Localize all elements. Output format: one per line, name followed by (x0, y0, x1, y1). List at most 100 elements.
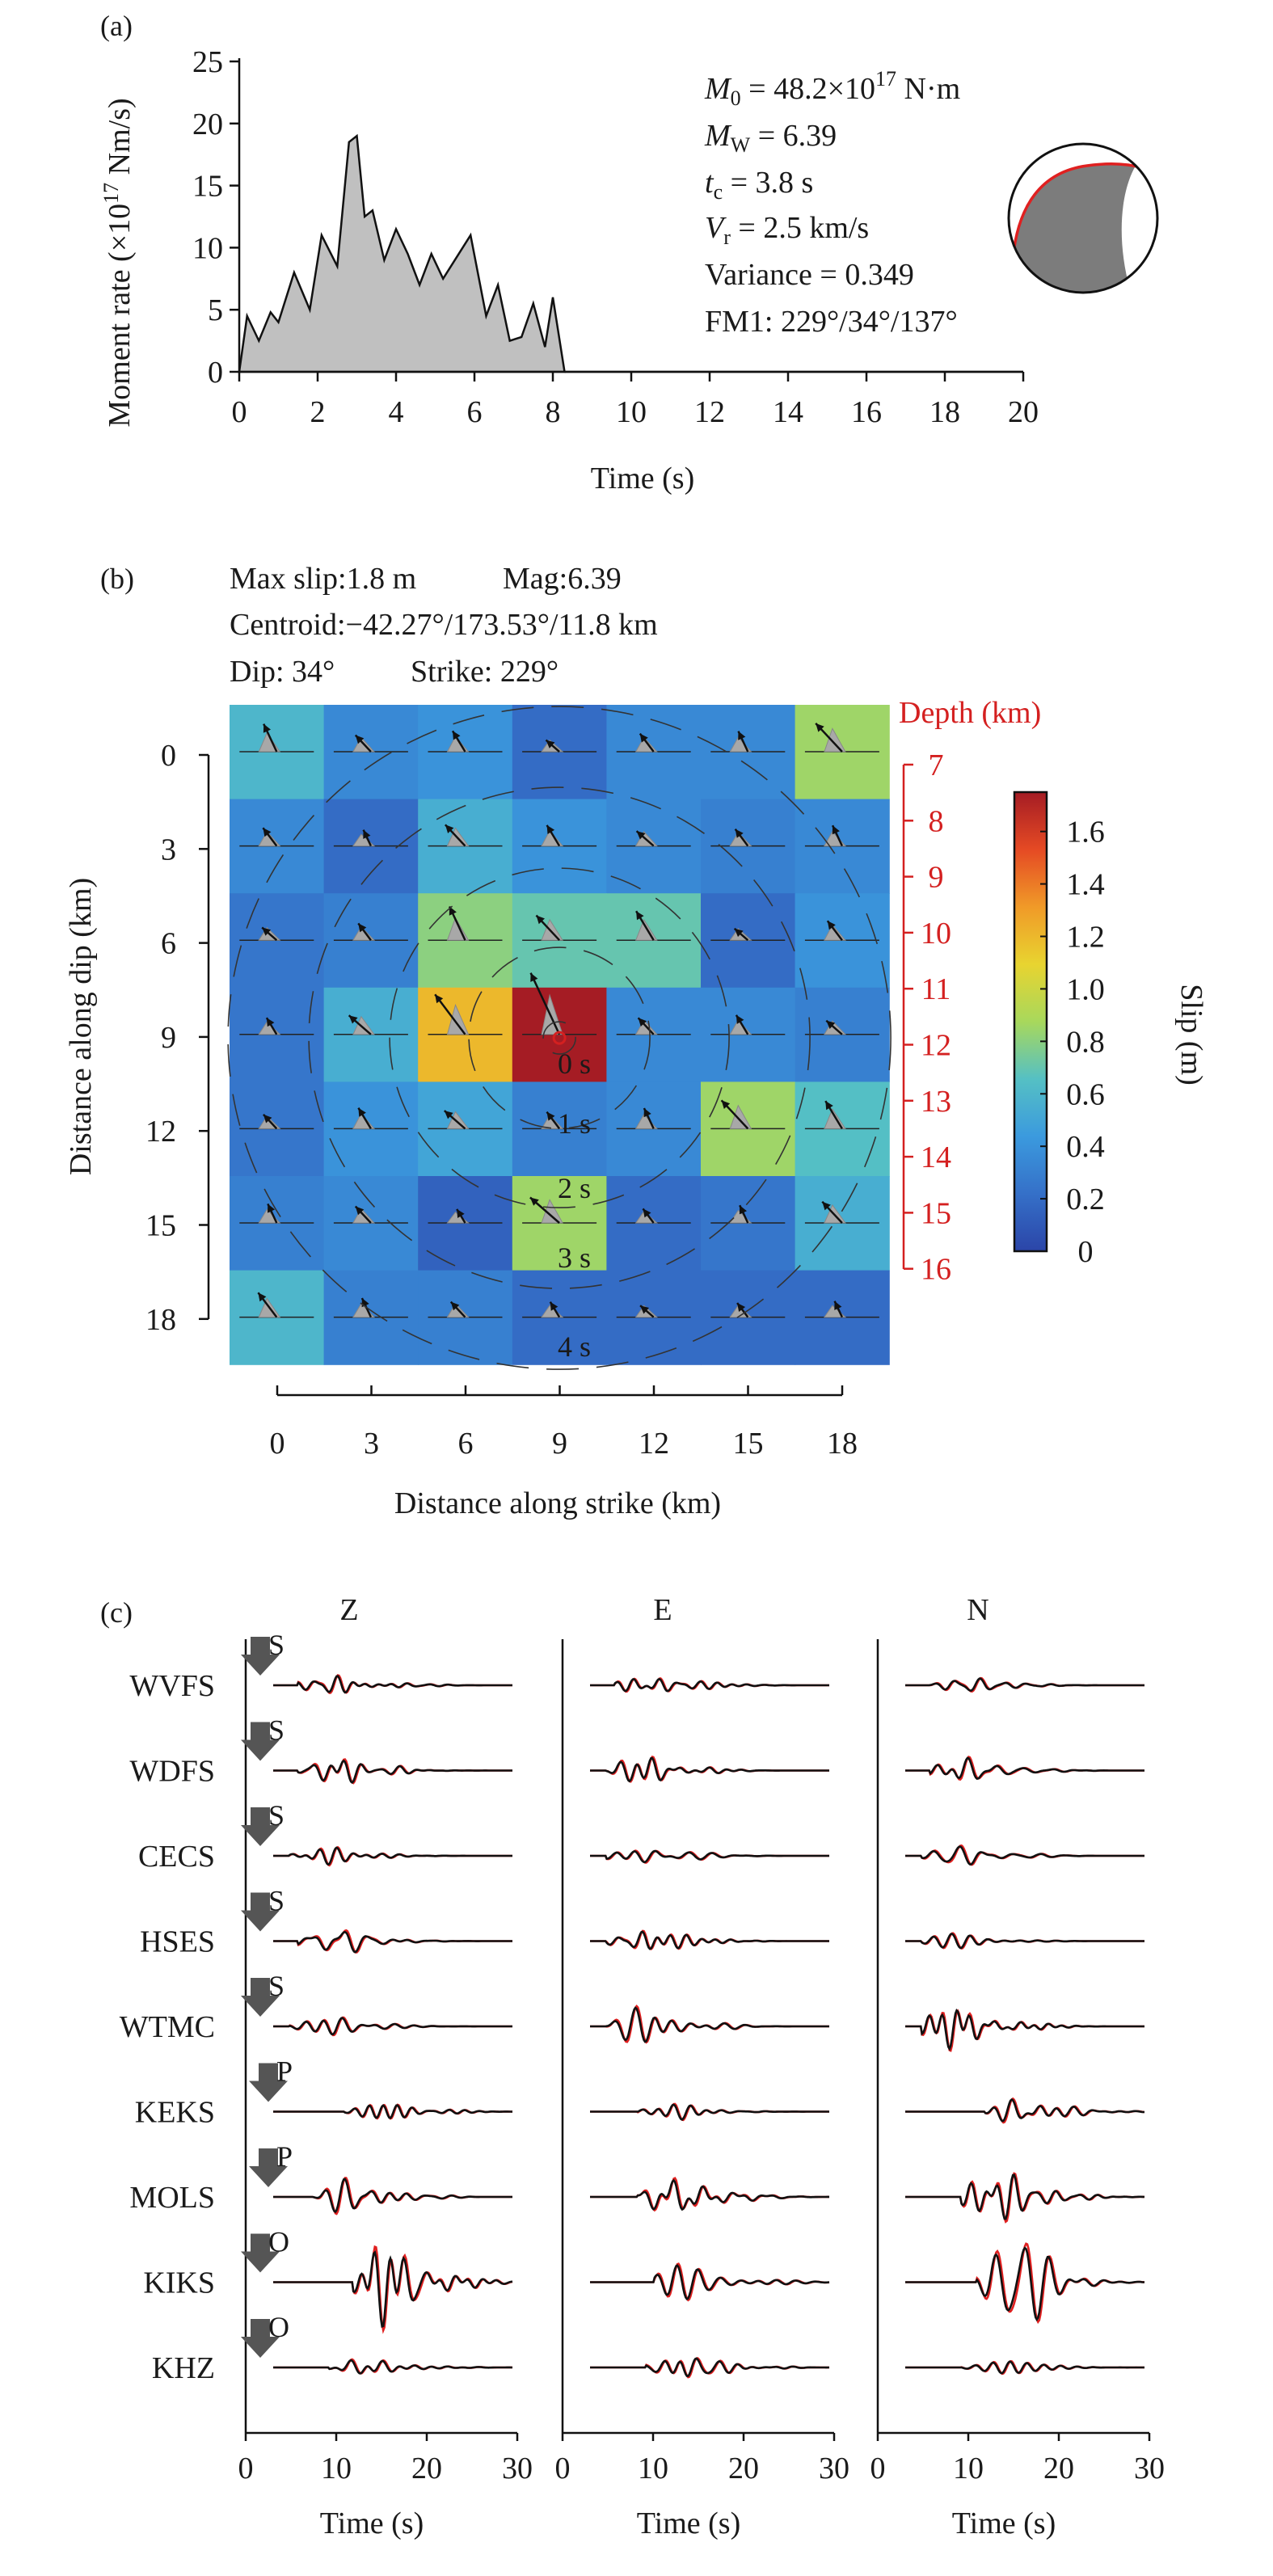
slip-vector-head (636, 911, 644, 921)
slip-vector (529, 972, 561, 1035)
slip-vector-head (529, 1197, 539, 1206)
rupture-front (389, 867, 730, 1208)
dip-text: Dip: 34° (230, 655, 335, 689)
x-tick-label: 16 (851, 395, 882, 429)
waveform-tick-label: 10 (638, 2452, 668, 2485)
depth-tick-label: 12 (921, 1029, 951, 1063)
observed-waveform (590, 1755, 829, 1783)
y-tick-label: 5 (208, 293, 223, 327)
param-variance: Variance = 0.349 (705, 258, 914, 292)
strike-tick-label: 18 (827, 1427, 858, 1461)
synthetic-waveform (905, 2098, 1144, 2123)
station-label: WTMC (120, 2010, 215, 2044)
synthetic-waveform (905, 1677, 1144, 1692)
rupture-front (468, 947, 651, 1129)
slip-vector-head (449, 906, 457, 916)
colorbar-label: Slip (m) (1174, 984, 1208, 1086)
slip-vector-head (457, 1208, 465, 1218)
arrival-arrow-icon (241, 1807, 280, 1846)
arrival-phase-label: O (268, 2226, 289, 2258)
synthetic-waveform (590, 2178, 829, 2211)
slip-vector-head (736, 1014, 744, 1024)
observed-waveform (273, 2245, 513, 2334)
slip-vector-head (734, 928, 744, 938)
synthetic-waveform (905, 1845, 1144, 1866)
hypocenter-marker (552, 1031, 567, 1045)
waveform-tick-label: 20 (1043, 2452, 1074, 2485)
slip-vector-head (263, 723, 272, 733)
strike-tick-label: 0 (270, 1427, 285, 1461)
arrival-phase-label: S (268, 1885, 285, 1917)
slip-vector-head (825, 1101, 833, 1111)
slip-vector-head (636, 831, 646, 840)
waveform-tick-label: 0 (870, 2452, 886, 2485)
dip-tick-label: 15 (145, 1209, 176, 1243)
slip-vector-head (546, 824, 555, 834)
arrival-phase-label: P (276, 2140, 293, 2173)
slip-vector-head (640, 1305, 649, 1314)
slip-colorbar: 0 0.2 0.4 0.6 0.8 1.0 1.2 1.4 1.6 (1013, 791, 1105, 1269)
arrival-arrow-icon (241, 1978, 280, 2017)
station-label: HSES (140, 1925, 215, 1959)
depth-tick-label: 7 (929, 748, 944, 782)
panel-c-label: (c) (100, 1596, 133, 1629)
subfault-rate-glyph (446, 1111, 470, 1129)
component-label: E (653, 1593, 672, 1627)
y-tick-label: 10 (192, 231, 223, 265)
slip-vector-head (816, 723, 824, 732)
centroid-text: Centroid:−42.27°/173.53°/11.8 km (230, 608, 658, 642)
synthetic-waveform (905, 2173, 1145, 2220)
rupture-time-label: 0 s (558, 1048, 591, 1080)
synthetic-waveform (590, 1756, 829, 1783)
slip-vector-head (834, 1301, 842, 1310)
dip-tick-label: 6 (161, 927, 176, 961)
param-mw: MW = 6.39 (704, 119, 837, 157)
x-tick-label: 2 (310, 395, 326, 429)
strike-tick-label: 9 (552, 1427, 567, 1461)
depth-tick-label: 8 (929, 804, 944, 838)
param-tc: tc = 3.8 s (705, 166, 813, 204)
depth-tick-label: 14 (921, 1140, 951, 1174)
max-slip-text: Max slip:1.8 m (230, 562, 416, 596)
arrival-arrow-icon (241, 1637, 280, 1676)
subfault-rate-glyph (729, 1104, 752, 1129)
synthetic-waveform (590, 2103, 829, 2121)
arrival-phase-label: S (268, 1629, 285, 1661)
waveform-tick-label: 0 (238, 2452, 254, 2485)
slip-vector-head (262, 927, 272, 936)
slip-vector-head (266, 1018, 275, 1027)
slip-vector-head (258, 1292, 267, 1302)
depth-tick-label: 10 (921, 917, 951, 951)
synthetic-waveform (273, 1846, 512, 1866)
station-label: WDFS (129, 1755, 215, 1789)
station-label: MOLS (129, 2181, 215, 2215)
x-tick-label: 4 (389, 395, 404, 429)
slip-vector-head (639, 733, 648, 743)
observed-waveform (590, 2005, 829, 2044)
slip-vector-head (530, 972, 538, 982)
strike-tick-label: 6 (458, 1427, 474, 1461)
strike-tick-label: 12 (639, 1427, 669, 1461)
x-tick-label: 8 (546, 395, 561, 429)
subfault-rate-glyph (824, 727, 846, 753)
slip-vector-head (546, 1111, 555, 1121)
x-axis-label: Time (s) (591, 462, 694, 495)
arrival-phase-label: S (268, 1714, 285, 1747)
rupture-front (542, 1021, 576, 1055)
waveform-tick-label: 20 (411, 2452, 442, 2485)
subfault-slip-vectors (239, 723, 879, 1318)
arrival-phase-label: P (276, 2055, 293, 2088)
waveform-tick-label: 30 (819, 2452, 849, 2485)
slip-vector-head (263, 828, 272, 837)
slip-vector-head (832, 825, 840, 835)
waveform-tick-label: 20 (728, 2452, 759, 2485)
slip-vector-head (721, 1100, 731, 1109)
dip-axis-label: Distance along dip (km) (64, 878, 98, 1175)
param-vr: Vr = 2.5 km/s (705, 211, 869, 249)
beachball-outline (1007, 142, 1159, 294)
synthetic-waveform (273, 2359, 512, 2375)
colorbar-gradient (1013, 791, 1048, 1253)
moment-rate-area (238, 133, 566, 373)
slip-vector-head (739, 1205, 747, 1215)
